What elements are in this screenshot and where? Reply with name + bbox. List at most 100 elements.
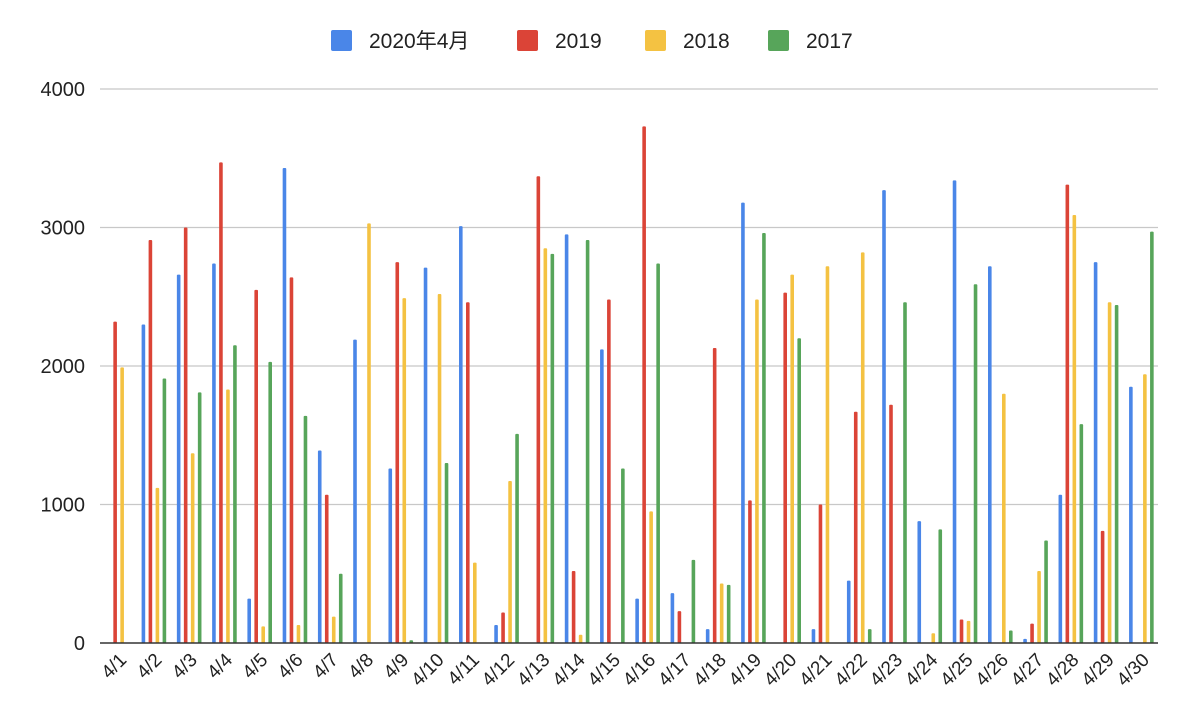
bar-2017-4/24 [938,529,943,643]
x-tick-label: 4/22 [831,650,872,691]
x-tick-label: 4/9 [380,650,414,684]
bar-2017-4/6 [303,415,308,643]
bar-2020年4月-4/3 [176,274,181,643]
gridlines [100,88,1158,506]
bar-2020年4月-4/6 [282,167,287,643]
x-tick-label: 4/8 [345,650,379,684]
bar-2019-4/7 [324,494,329,643]
y-tick-label: 4000 [41,79,86,101]
x-tick-label: 4/21 [796,650,837,691]
bar-2017-4/30 [1150,231,1154,643]
x-tick-label: 4/27 [1007,650,1048,691]
bar-2020年4月-4/15 [600,349,604,643]
bar-2017-4/10 [444,462,449,643]
x-tick-label: 4/3 [168,650,202,684]
y-tick-label: 1000 [41,495,86,517]
bar-2020年4月-4/25 [952,180,957,643]
x-axis-ticks: 4/1 4/2 4/3 4/4 4/5 4/6 4/7 4/8 4/94/104/114/124… [98,649,1154,690]
bar-2018-4/7 [331,616,336,643]
bar-2018-4/25 [966,620,971,643]
legend-swatch [768,30,789,51]
x-tick-label: 4/17 [654,650,695,691]
x-tick-label: 4/10 [408,650,449,691]
bar-2019-4/28 [1065,184,1070,643]
bar-2020年4月-4/18 [705,629,710,643]
bar-2020年4月-4/8 [353,339,357,643]
bar-2019-4/14 [571,570,576,643]
bar-2017-4/18 [726,584,731,643]
bar-2019-4/27 [1030,623,1034,643]
bar-2018-4/20 [790,274,794,643]
bar-2019-4/25 [959,619,964,643]
x-tick-label: 4/5 [239,650,273,684]
bar-2017-4/25 [973,284,978,643]
legend-swatch [331,30,352,51]
x-tick-label: 4/6 [274,650,308,684]
bar-2017-4/3 [197,392,202,643]
bar-2018-4/21 [825,266,830,643]
bar-2018-4/30 [1143,374,1147,643]
bar-2017-4/2 [162,378,167,643]
bar-2017-4/12 [515,433,519,643]
bar-2020年4月-4/19 [741,202,745,643]
bar-2020年4月-4/23 [882,190,886,644]
bar-2019-4/2 [148,239,153,643]
legend-label: 2018 [683,30,730,53]
bar-2020年4月-4/27 [1023,638,1027,643]
bar-2017-4/13 [550,253,555,643]
bar-2020年4月-4/11 [459,226,463,644]
bar-2020年4月-4/30 [1129,386,1133,643]
bar-2020年4月-4/26 [988,266,992,643]
x-tick-label: 4/29 [1078,650,1119,691]
x-tick-label: 4/4 [203,649,237,683]
x-tick-label: 4/24 [901,649,942,690]
x-tick-label: 4/1 [98,650,132,684]
bar-2018-4/4 [226,389,230,643]
bar-2018-4/5 [261,626,265,643]
bar-2017-4/23 [903,302,907,643]
bar-2017-4/14 [585,239,590,643]
legend-swatch [517,30,538,51]
bar-2020年4月-4/5 [247,598,251,643]
x-tick-label: 4/26 [972,650,1013,691]
legend-label: 2019 [555,30,602,53]
bar-2018-4/24 [931,633,936,643]
bar-2019-4/19 [748,500,752,643]
bar-2018-4/14 [578,634,583,643]
bar-2018-4/2 [155,487,160,643]
bar-2018-4/11 [473,562,477,643]
bar-2020年4月-4/10 [423,267,428,643]
bar-2018-4/12 [508,480,512,643]
x-tick-label: 4/2 [133,650,167,684]
bar-2018-4/28 [1072,215,1077,643]
bar-2020年4月-4/14 [564,234,569,644]
bar-2018-4/27 [1037,570,1041,643]
y-tick-label: 0 [74,633,85,655]
bar-2020年4月-4/22 [846,580,851,643]
bars [113,126,1154,644]
x-tick-label: 4/30 [1113,650,1154,691]
bar-2019-4/29 [1100,530,1105,643]
bar-2018-4/3 [190,453,195,643]
bar-2019-4/6 [289,277,294,643]
y-tick-label: 2000 [41,356,86,378]
bar-2017-4/5 [268,361,272,643]
bar-2020年4月-4/9 [388,468,393,643]
bar-2019-4/4 [219,162,223,643]
bar-2018-4/29 [1107,302,1112,643]
bar-2017-4/17 [691,559,696,643]
x-tick-label: 4/28 [1042,650,1083,691]
bar-2017-4/19 [762,233,766,644]
bar-2019-4/22 [853,411,858,643]
legend: 2020年4月 2019 2018 2017 [331,30,853,53]
bar-2018-4/1 [120,367,124,643]
bar-2017-4/26 [1009,630,1013,643]
y-tick-label: 3000 [41,218,86,240]
bar-2019-4/21 [818,504,823,643]
bar-2017-4/29 [1114,305,1119,643]
bar-2020年4月-4/28 [1058,494,1063,643]
bar-2019-4/5 [254,289,258,643]
bar-2019-4/12 [501,612,505,643]
x-tick-label: 4/7 [309,650,343,684]
